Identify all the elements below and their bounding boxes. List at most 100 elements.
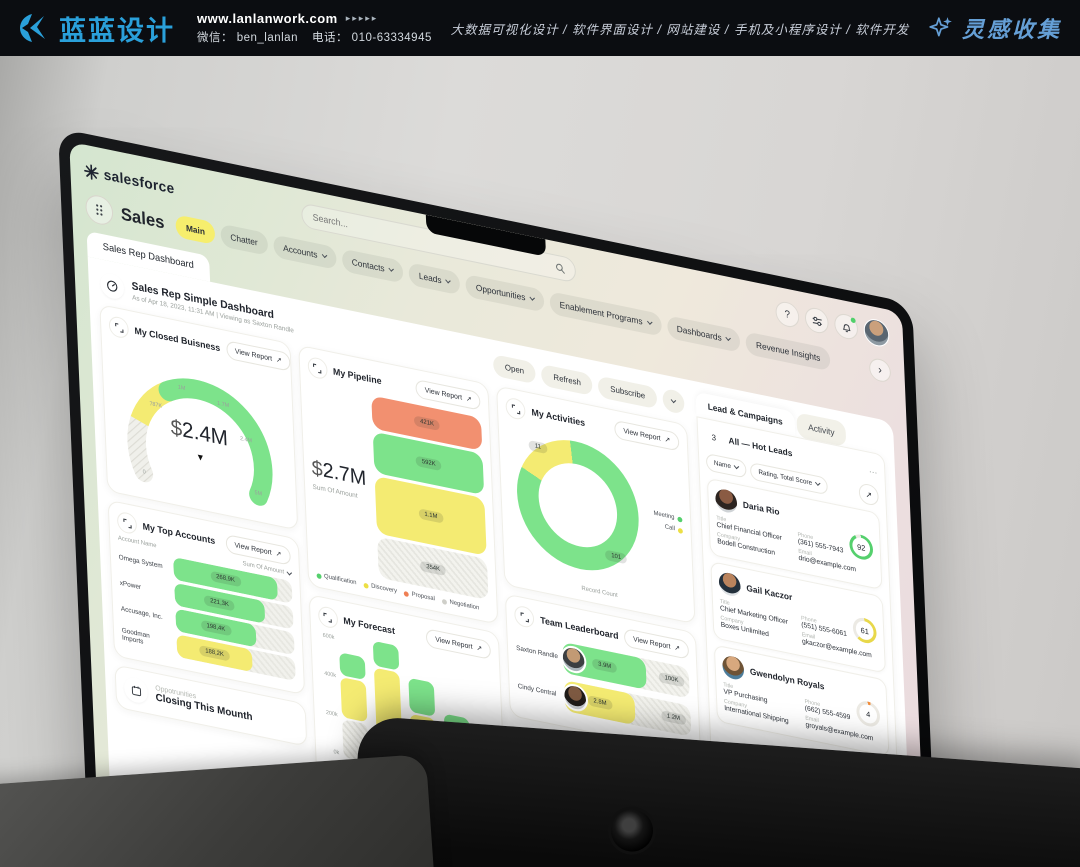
nav-tab-chatter[interactable]: Chatter — [220, 223, 268, 256]
expand-icon[interactable] — [505, 396, 527, 422]
nav-label: Dashboards — [676, 323, 722, 343]
open-button[interactable]: Open — [492, 353, 537, 384]
closed-business-gauge: $2.4M ▼ 0 787K 1M 1.7M 2.4M 5M — [112, 340, 287, 519]
legend-label: Proposal — [411, 591, 435, 603]
bar-value: 2.8M — [587, 695, 613, 711]
bar-value: 3.9M — [592, 658, 618, 674]
nav-tab-opportunities[interactable]: Opportunities — [465, 273, 545, 313]
expand-icon[interactable] — [116, 510, 138, 536]
card-opportunities[interactable]: Oppotrunities Closing This Mounth — [114, 664, 307, 747]
website-url: www.lanlanwork.com — [197, 11, 338, 26]
nav-label: Enablement Programs — [559, 299, 643, 327]
leads-count: 3 — [711, 432, 717, 443]
filter-label: Name — [713, 459, 732, 470]
rep-name: Cindy Central — [517, 682, 557, 698]
search-bar[interactable] — [301, 202, 577, 284]
nav-tab-accounts[interactable]: Accounts — [272, 234, 337, 270]
legend-dot — [316, 572, 322, 579]
help-button[interactable]: ? — [775, 299, 800, 330]
view-report-label: View Report — [435, 635, 473, 651]
nav-tab-dashboards[interactable]: Dashboards — [666, 315, 741, 353]
chevron-down-icon — [388, 266, 395, 272]
card-title: My Forecast — [343, 615, 396, 637]
legend-label: Discovery — [371, 583, 398, 595]
gauge-icon — [107, 280, 118, 292]
salesforce-logo: salesforce — [84, 162, 175, 197]
nav-tab-contacts[interactable]: Contacts — [341, 248, 404, 284]
contact-block: www.lanlanwork.com ▸▸▸▸▸ 微信： ben_lanlan … — [197, 11, 432, 45]
chevron-down-icon — [725, 335, 732, 342]
user-avatar[interactable] — [863, 316, 890, 349]
arrow-ne-icon: ↗ — [865, 489, 873, 500]
stage-value: 354K — [420, 560, 447, 577]
gauge-tick: 0 — [142, 468, 146, 476]
refresh-button[interactable]: Refresh — [541, 363, 594, 396]
account-name: Goodman Imports — [121, 626, 150, 646]
arrow-ne-icon: ↗ — [664, 436, 671, 445]
activities-legend: Meeting Call — [653, 511, 683, 534]
app-title: Sales — [120, 204, 165, 233]
nav-label: Chatter — [230, 231, 258, 248]
view-report-label: View Report — [623, 427, 661, 443]
account-name: xPower — [119, 579, 142, 591]
stage-value: 1.1M — [418, 508, 444, 524]
more-actions-button[interactable] — [662, 387, 685, 415]
scene: salesforce ? — [0, 56, 1080, 867]
notifications-button[interactable] — [833, 311, 859, 342]
y-tick: 600k — [322, 632, 335, 642]
phone-number: 电话： 010-63334945 — [311, 32, 432, 44]
leads-filter-title: All — Hot Leads — [728, 435, 793, 459]
chevron-down-icon — [670, 397, 677, 404]
inspiration-collection: 灵感收集 — [928, 12, 1062, 44]
expand-icon[interactable] — [307, 355, 328, 381]
view-report-button[interactable]: View Report ↗ — [623, 628, 690, 660]
open-leads-button[interactable]: ↗ — [858, 482, 879, 507]
expand-icon[interactable] — [108, 314, 130, 340]
nav-tab-leads[interactable]: Leads — [408, 262, 461, 296]
lanlan-logo-icon — [20, 14, 45, 42]
account-name: Accusage, Inc. — [120, 604, 163, 621]
chevron-right-icon: › — [877, 363, 883, 377]
sparkle-icon — [929, 17, 952, 37]
view-report-label: View Report — [234, 541, 272, 557]
nav-tab-revenue-insights[interactable]: Revenue Insights — [745, 331, 831, 372]
activities-donut: 11 101 Meeting Call Record Count — [507, 423, 687, 613]
rep-name: Saxton Randle — [515, 644, 559, 660]
search-icon — [556, 263, 565, 274]
legend-label: Call — [664, 524, 676, 533]
card-title: My Activities — [531, 406, 586, 429]
filter-name[interactable]: Name — [705, 452, 747, 479]
pipeline-funnel: 421K 592K 1.1M 354K — [371, 395, 489, 601]
legend-label: Qualification — [323, 573, 357, 587]
settings-button[interactable] — [804, 305, 830, 336]
bar-value: 198,4K — [200, 619, 232, 637]
more-menu-icon[interactable]: … — [868, 463, 878, 476]
app-launcher-button[interactable] — [84, 192, 114, 228]
arrow-ne-icon: ↗ — [476, 644, 483, 654]
notification-dot — [850, 317, 856, 324]
dashboard-surface: Sales Rep Simple Dashboard As of Apr 18,… — [87, 256, 916, 867]
chevron-down-icon — [646, 318, 653, 325]
lanlan-logo: 蓝蓝设计 — [18, 9, 175, 48]
card-my-forecast: My Forecast View Report ↗ 600k — [308, 593, 507, 823]
filter-label: Rating, Total Score — [758, 468, 813, 487]
dashboard-screen: salesforce ? — [69, 141, 930, 867]
nav-overflow-button[interactable]: › — [868, 356, 892, 384]
arrows-decoration: ▸▸▸▸▸ — [345, 13, 379, 23]
base-camera-detail — [609, 808, 655, 853]
expand-icon[interactable] — [514, 604, 535, 630]
arrow-ne-icon: ↗ — [275, 550, 282, 559]
legend-dot — [677, 515, 683, 523]
nav-label: Contacts — [351, 256, 385, 274]
legend-label: Negotiation — [449, 599, 480, 612]
foreground-box — [0, 753, 446, 867]
card-my-activities: My Activities View Report ↗ 11 — [496, 385, 696, 625]
subscribe-button[interactable]: Subscribe — [598, 375, 658, 409]
pipeline-number: 2.7M — [322, 458, 367, 491]
bell-icon — [842, 323, 850, 332]
expand-icon[interactable] — [317, 604, 338, 630]
account-name: Omega System — [118, 553, 163, 570]
stage-value: 592K — [415, 455, 442, 472]
nav-label: Opportunities — [475, 282, 526, 303]
nav-tab-main[interactable]: Main — [175, 214, 216, 245]
